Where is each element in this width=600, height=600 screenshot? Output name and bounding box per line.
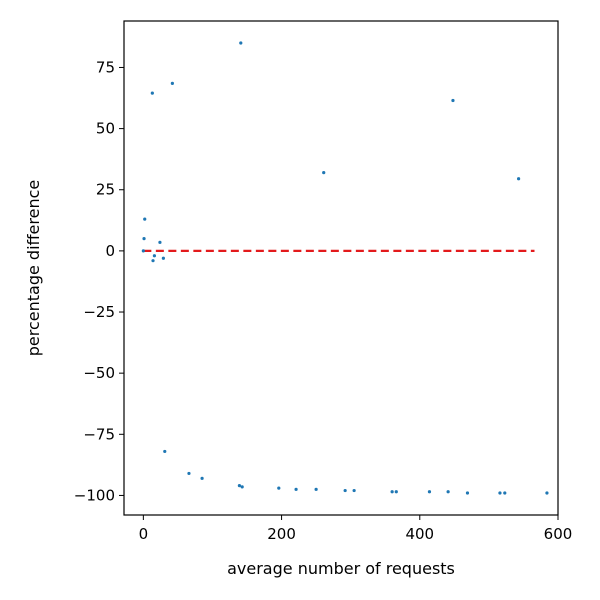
data-point-9	[170, 81, 174, 85]
y-tick-label-7: 75	[96, 58, 115, 76]
y-tick-label-6: 50	[96, 120, 115, 138]
data-point-11	[200, 476, 204, 480]
data-point-17	[314, 487, 318, 491]
y-axis-label: percentage difference	[24, 180, 43, 357]
data-point-20	[352, 488, 356, 493]
y-tick-label-1: −75	[83, 425, 115, 443]
x-tick-label-2: 400	[405, 525, 434, 543]
y-tick-label-3: −25	[83, 303, 115, 321]
data-point-18	[322, 171, 326, 175]
y-tick-label-4: 0	[105, 242, 115, 260]
data-point-25	[451, 98, 455, 103]
data-point-26	[465, 491, 470, 495]
data-point-6	[158, 240, 162, 244]
data-point-0	[141, 249, 145, 253]
data-point-10	[187, 471, 191, 476]
data-point-29	[517, 177, 521, 181]
data-point-3	[150, 91, 154, 95]
x-tick-label-1: 200	[267, 525, 296, 543]
data-point-28	[503, 491, 507, 495]
x-tick-label-0: 0	[139, 525, 149, 543]
data-point-4	[151, 259, 155, 263]
x-tick-label-3: 600	[544, 525, 573, 543]
data-point-2	[143, 217, 147, 221]
y-tick-label-0: −100	[74, 486, 115, 504]
data-point-15	[277, 486, 281, 490]
axes-frame	[123, 20, 559, 516]
data-point-1	[142, 237, 146, 241]
data-point-13	[239, 41, 243, 45]
data-point-30	[545, 491, 549, 495]
data-point-7	[161, 256, 165, 260]
y-tick-label-2: −50	[83, 364, 115, 382]
y-tick-label-5: 25	[96, 181, 115, 199]
data-point-8	[163, 449, 167, 454]
data-point-19	[343, 488, 347, 493]
data-point-24	[446, 490, 450, 494]
x-axis-label: average number of requests	[227, 559, 455, 578]
plot-area	[141, 41, 549, 495]
data-point-14	[240, 485, 244, 489]
data-point-5	[152, 254, 157, 258]
data-point-23	[427, 490, 432, 494]
data-point-22	[394, 490, 398, 494]
data-point-12	[237, 484, 242, 488]
data-point-27	[498, 491, 502, 495]
data-point-16	[294, 487, 298, 491]
data-point-21	[390, 490, 394, 494]
